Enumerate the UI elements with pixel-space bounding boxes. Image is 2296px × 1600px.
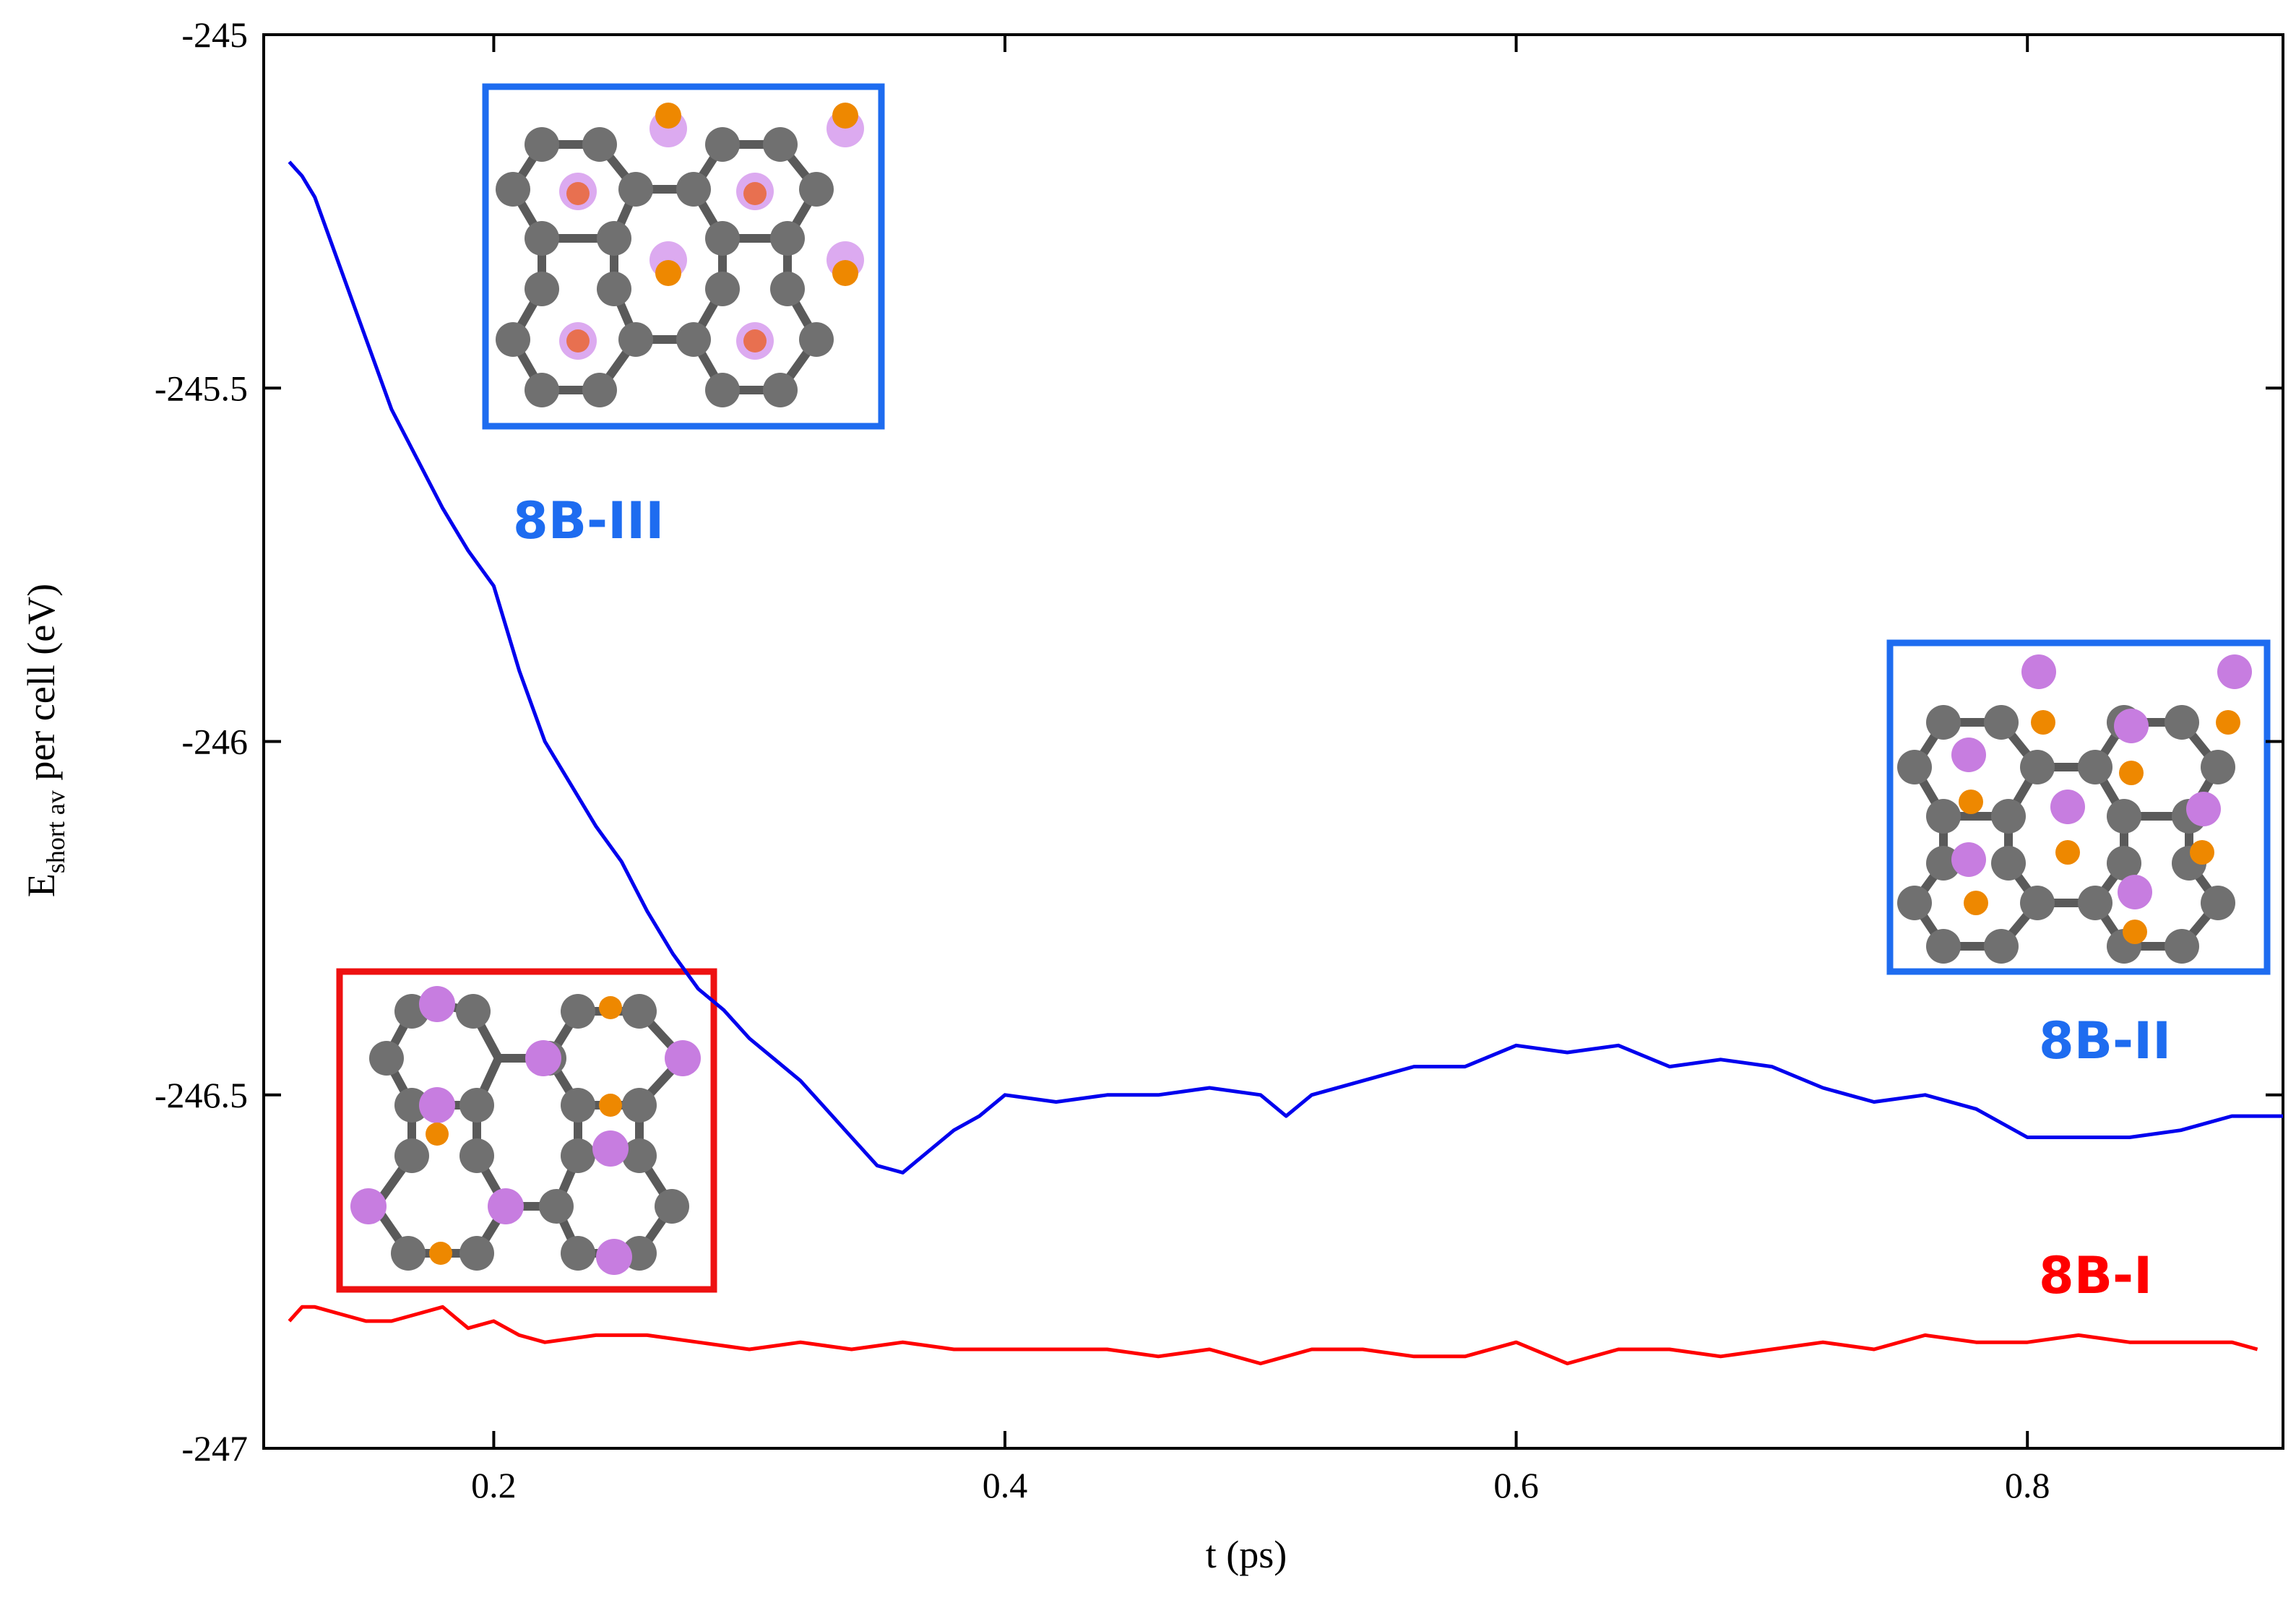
y-tick-label: -246.5 <box>155 1075 248 1115</box>
y-tick-label: -245 <box>181 14 248 55</box>
dopant-atoms-8b-i <box>350 986 701 1275</box>
annotation-8b-i: 8B-I <box>2039 1246 2152 1305</box>
x-tick-label: 0.8 <box>2005 1465 2050 1505</box>
x-tick-label: 0.4 <box>983 1465 1028 1505</box>
inset-structure-8b-ii <box>1886 639 2271 975</box>
y-tick-label: -245.5 <box>155 368 248 408</box>
y-axis-label-subscript: short av <box>41 790 70 873</box>
carbon-atoms-8b-ii <box>1897 705 2235 964</box>
annotation-8b-ii: 8B-II <box>2039 1011 2171 1071</box>
x-tick-label: 0.2 <box>471 1465 517 1505</box>
y-tick-label: -247 <box>181 1428 248 1469</box>
x-tick-label: 0.6 <box>1493 1465 1539 1505</box>
series-line-8b-i <box>288 1305 2258 1366</box>
inset-structure-8b-iii <box>482 83 885 430</box>
series-lines <box>288 160 2283 1366</box>
x-axis-label: t (ps) <box>1206 1533 1287 1576</box>
series-line-8b-iii <box>288 160 2283 1175</box>
y-axis-label-rest: per cell (eV) <box>20 584 63 790</box>
carbon-atoms-8b-iii <box>496 127 834 407</box>
y-tick-label: -246 <box>181 722 248 762</box>
dopant-atoms-8b-iii <box>559 103 864 360</box>
plot-axes: 0.2 0.4 0.6 0.8 -245 -245.5 -246 -246.5 -247 <box>155 14 2284 1505</box>
y-axis-label-base: E <box>20 873 63 897</box>
inset-structure-8b-i <box>336 968 717 1293</box>
y-axis-label: Eshort av per cell (eV) <box>20 584 70 897</box>
annotation-8b-iii: 8B-III <box>513 491 664 550</box>
dopant-atoms-8b-ii <box>1951 654 2252 944</box>
